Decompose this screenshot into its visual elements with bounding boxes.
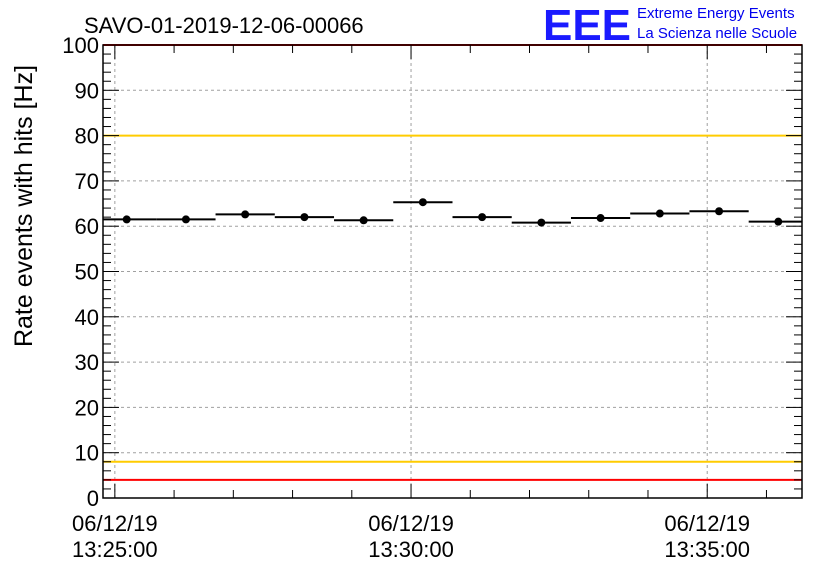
data-point bbox=[537, 218, 546, 227]
y-tick-label: 90 bbox=[75, 78, 99, 103]
y-tick-label: 60 bbox=[75, 214, 99, 239]
y-tick-labels: 0 10 20 30 40 50 60 70 80 90 100 bbox=[62, 33, 99, 511]
data-point bbox=[359, 216, 368, 225]
logo-mark: EEE bbox=[543, 1, 631, 50]
data-point bbox=[655, 209, 664, 218]
y-tick-label: 10 bbox=[75, 441, 99, 466]
y-tick-label: 0 bbox=[87, 486, 99, 511]
y-tick-label: 20 bbox=[75, 395, 99, 420]
data-point bbox=[774, 217, 783, 226]
y-tick-label: 70 bbox=[75, 169, 99, 194]
y-tick-label: 80 bbox=[75, 124, 99, 149]
data-series bbox=[103, 198, 802, 227]
logo-line-2: La Scienza nelle Scuole bbox=[637, 25, 797, 42]
x-tick-time: 13:35:00 bbox=[664, 537, 750, 562]
data-point bbox=[241, 210, 250, 219]
x-tick-time: 13:25:00 bbox=[72, 537, 158, 562]
data-point bbox=[715, 207, 724, 216]
y-tick-label: 40 bbox=[75, 305, 99, 330]
grid bbox=[103, 45, 802, 498]
y-tick-label: 30 bbox=[75, 350, 99, 375]
data-point bbox=[478, 213, 487, 222]
y-tick-label: 50 bbox=[75, 260, 99, 285]
x-tick-time: 13:30:00 bbox=[368, 537, 454, 562]
data-point bbox=[181, 215, 190, 224]
x-tick-labels: 06/12/1913:25:0006/12/1913:30:0006/12/19… bbox=[72, 511, 750, 562]
data-point bbox=[418, 198, 427, 207]
eee-logo: EEE Extreme Energy Events La Scienza nel… bbox=[543, 1, 797, 50]
y-tick-label: 100 bbox=[62, 33, 99, 58]
data-point bbox=[300, 213, 309, 222]
axis-ticks bbox=[103, 44, 802, 499]
data-point bbox=[596, 214, 605, 223]
x-tick-date: 06/12/19 bbox=[72, 511, 158, 536]
x-tick-date: 06/12/19 bbox=[368, 511, 454, 536]
reference-lines bbox=[103, 44, 802, 481]
data-point bbox=[122, 215, 131, 224]
logo-line-1: Extreme Energy Events bbox=[637, 5, 795, 22]
x-tick-date: 06/12/19 bbox=[664, 511, 750, 536]
chart-title: SAVO-01-2019-12-06-00066 bbox=[84, 13, 364, 38]
y-axis-label: Rate events with hits [Hz] bbox=[10, 65, 38, 347]
